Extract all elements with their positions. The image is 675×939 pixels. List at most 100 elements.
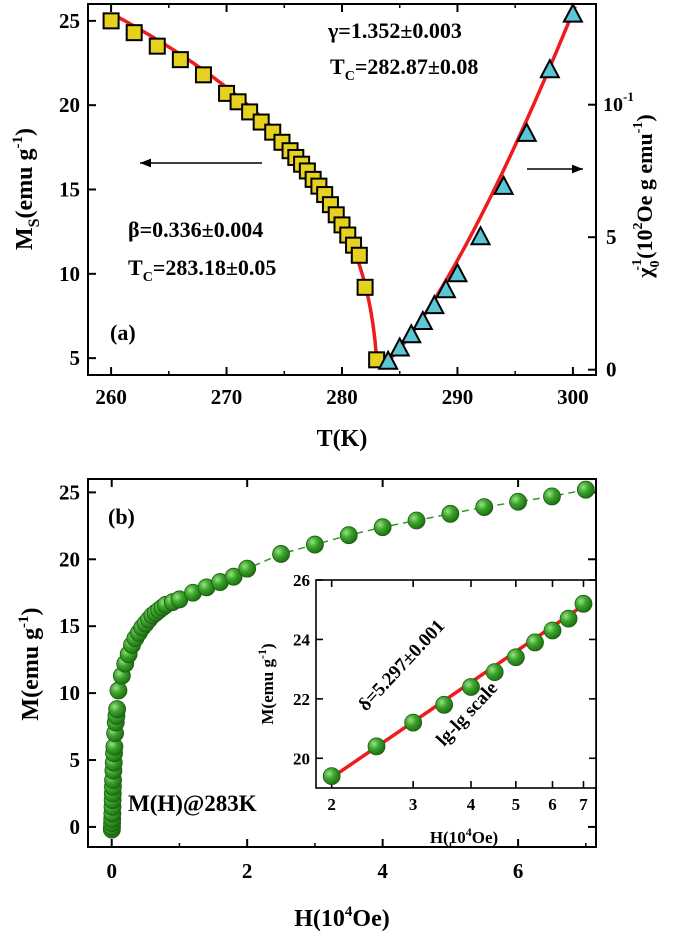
inset-x-tick-label: 7: [579, 795, 588, 814]
mh-data-point: [238, 559, 257, 578]
panel-a-label: (a): [110, 320, 136, 345]
inset-x-tick-label: 6: [548, 795, 557, 814]
tc-left-annotation: TC=283.18±0.05: [128, 255, 276, 285]
ms-square-point: [194, 66, 212, 84]
panel-b-label: (b): [108, 504, 135, 529]
beta-annotation: β=0.336±0.004: [128, 217, 263, 242]
mh-data-point: [306, 535, 324, 554]
panel-a-right-y-axis-title: χ0-1(102Oe g emu-1): [630, 114, 663, 278]
mh-data-point: [108, 700, 127, 719]
right-y-tick-label: 5: [606, 225, 617, 249]
inset-y-axis-title: M(emu g-1): [255, 643, 277, 724]
inset-y-tick-label: 20: [293, 749, 310, 768]
chi-triangle-point: [446, 262, 469, 283]
ms-square-point: [171, 51, 189, 69]
panel-a-left-y-axis-title: MS(emu g-1): [10, 128, 43, 250]
inset-x-ticks: 2 3 4 5 6 7: [327, 580, 588, 814]
inset-data-point: [462, 678, 480, 696]
ms-data-squares: [102, 12, 386, 369]
chi-triangle-point: [435, 278, 457, 299]
inset-frame: [315, 579, 597, 789]
panel-b-y-axis-title: M(emu g-1): [16, 607, 44, 720]
x-tick-label: 4: [377, 859, 388, 883]
panel-a-right-y-ticks: 05: [588, 103, 617, 382]
chi-data-triangles: [377, 2, 584, 370]
mh-curve-label: M(H)@283K: [128, 791, 257, 817]
y-tick-label: 20: [59, 547, 80, 571]
inset-data-point: [435, 695, 454, 714]
panel-a-x-axis-title: T(K): [317, 426, 368, 452]
x-tick-label: 0: [106, 859, 117, 883]
mh-data-point: [509, 492, 528, 511]
mh-data-point: [109, 681, 128, 700]
inset-data-point: [485, 663, 504, 682]
inset-x-tick-label: 4: [467, 795, 476, 814]
tc-right-annotation: TC=282.87±0.08: [330, 54, 478, 84]
inset-data-point: [574, 594, 593, 613]
ms-square-point: [350, 246, 368, 264]
chi-triangle-point: [516, 121, 538, 142]
y-tick-label: 10: [59, 681, 80, 705]
left-y-tick-label: 15: [59, 178, 80, 202]
y-tick-label: 5: [70, 748, 81, 772]
ms-square-point: [102, 12, 120, 30]
chi-triangle-point: [469, 225, 492, 246]
panel-b-x-ticks: 0 2 4 6: [106, 479, 587, 883]
ms-square-point: [356, 278, 374, 296]
mh-data-points: [102, 480, 595, 839]
right-tick-top-exponent: 10-1: [603, 89, 634, 116]
mh-data-point: [272, 545, 290, 563]
mh-data-point: [407, 511, 426, 530]
x-tick-label: 290: [442, 385, 474, 409]
y-tick-label: 15: [59, 614, 80, 638]
chi-triangle-point: [377, 349, 399, 370]
left-y-tick-label: 10: [59, 262, 80, 286]
inset-x-axis-title: H(104Oe): [430, 825, 498, 847]
x-tick-label: 260: [95, 385, 127, 409]
inset-x-tick-label: 3: [409, 795, 418, 814]
x-tick-label: 2: [242, 859, 253, 883]
inset-y-ticks: 20 22 24 26: [293, 571, 596, 768]
panel-a-left-y-ticks: 5 10 15 20 25: [59, 9, 96, 370]
chi-triangle-point: [412, 309, 434, 330]
mh-data-point: [339, 526, 358, 545]
x-tick-label: 300: [557, 385, 589, 409]
chi-triangle-point: [539, 58, 561, 79]
x-tick-label: 280: [326, 385, 358, 409]
inset-data-points: [322, 594, 593, 786]
x-tick-label: 6: [513, 859, 524, 883]
gamma-annotation: γ=1.352±0.003: [327, 18, 462, 43]
panel-a: 260 270 280 290 300 5 10 15 20 25 05 γ=1.352±0.0…: [10, 2, 663, 452]
mh-data-point: [441, 504, 460, 523]
inset-x-tick-label: 2: [327, 795, 336, 814]
chi-triangle-point: [492, 174, 515, 195]
chi-triangle-point: [423, 293, 446, 315]
mh-data-point: [373, 518, 392, 537]
chi-triangle-point: [389, 336, 411, 357]
inset-data-point: [404, 713, 423, 732]
inset-data-point: [559, 609, 578, 628]
inset-data-point: [322, 767, 341, 786]
y-tick-label: 0: [70, 815, 81, 839]
left-y-tick-label: 20: [59, 93, 80, 117]
y-tick-label: 25: [59, 480, 80, 504]
inset-y-tick-label: 22: [293, 690, 310, 709]
inset-data-point: [543, 621, 562, 640]
left-y-tick-label: 25: [59, 9, 80, 33]
x-tick-label: 270: [211, 385, 243, 409]
ms-square-point: [125, 24, 143, 42]
inset-y-tick-label: 26: [293, 571, 310, 590]
inset-data-point: [367, 737, 386, 756]
panel-b-x-axis-title: H(104Oe): [294, 904, 389, 932]
right-y-tick-label: 0: [606, 358, 617, 382]
mh-data-point: [576, 480, 595, 499]
chi-triangle-point: [400, 323, 422, 344]
chi-triangle-point: [562, 2, 584, 23]
inset-x-tick-label: 5: [512, 795, 521, 814]
mh-data-point: [224, 567, 243, 586]
mh-data-point: [475, 498, 494, 517]
